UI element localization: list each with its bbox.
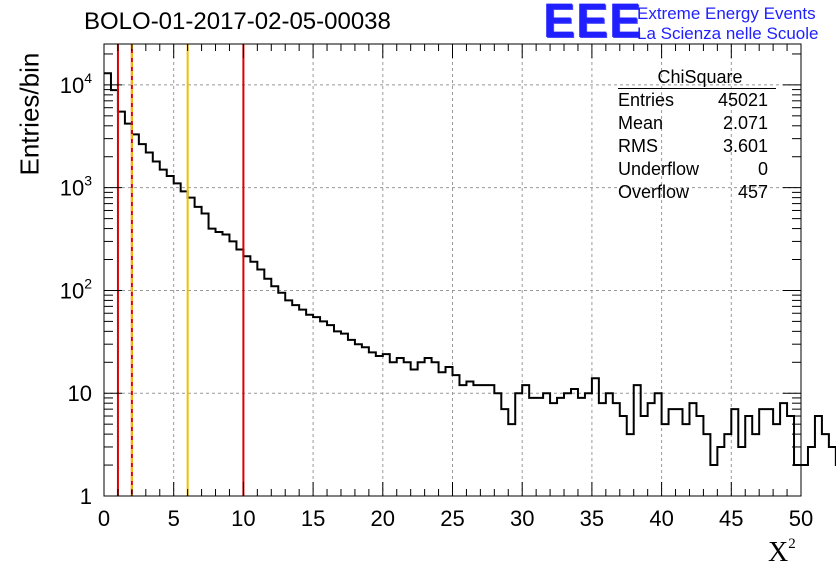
stats-row: Mean 2.071 [610,112,776,135]
x-tick-label: 20 [371,506,395,531]
logo-tagline-1: Extreme Energy Events [637,4,816,23]
y-tick-label: 104 [60,70,92,98]
stats-row: Overflow 457 [610,181,776,204]
stats-label: Overflow [618,182,690,202]
logo-tagline-2: La Scienza nelle Scuole [637,24,819,43]
eee-logo: EEE [543,0,643,48]
stats-value: 0 [757,159,768,179]
x-tick-label: 45 [719,506,743,531]
stats-value: 2.071 [722,113,768,133]
stats-row: Entries 45021 [610,89,776,112]
stats-row: RMS 3.601 [610,135,776,158]
stats-value: 3.601 [722,136,768,156]
cut-lines [116,44,245,496]
y-tick-label: 103 [60,173,92,201]
y-tick-label-base: 10 [60,278,84,303]
x-axis-label-superscript: 2 [788,536,796,552]
y-tick-label-base: 10 [60,73,84,98]
stats-divider [618,88,776,89]
x-axis-label-base: X [768,537,789,568]
histogram-steps [104,72,836,467]
stats-title: ChiSquare [657,67,743,87]
x-tick-label: 0 [98,506,110,531]
y-tick-label-exponent: 2 [84,275,92,291]
axis-ticks [103,44,802,497]
y-tick-label-base: 10 [60,176,84,201]
y-tick-label: 102 [60,275,92,303]
histogram-series [104,72,836,467]
stats-value: 457 [737,182,768,202]
stats-label: RMS [618,136,658,156]
y-tick-label: 1 [80,484,92,509]
x-axis-label: X2 [768,536,796,569]
y-axis-label: Entries/bin [14,52,45,176]
stats-label: Mean [618,113,664,133]
x-tick-label: 50 [789,506,813,531]
x-tick-label: 15 [301,506,325,531]
x-tick-label: 35 [580,506,604,531]
y-tick-label-exponent: 3 [84,173,92,189]
y-tick-label-exponent: 4 [84,70,92,86]
x-tick-label: 30 [510,506,534,531]
x-tick-label: 5 [168,506,180,531]
stats-value: 45021 [717,90,768,110]
x-tick-labels: 0 5 10 15 20 25 30 35 40 45 50 [98,506,813,531]
x-tick-label: 25 [440,506,464,531]
stats-row: Underflow 0 [610,158,776,181]
x-tick-label: 40 [649,506,673,531]
grid-lines [104,44,801,496]
chart-title: BOLO-01-2017-02-05-00038 [84,8,391,35]
stats-label: Underflow [618,159,700,179]
stats-label: Entries [618,90,675,110]
y-tick-label: 10 [68,381,92,406]
stats-box: ChiSquare Entries 45021 Mean 2.071 RMS 3.60… [610,66,776,204]
x-tick-label: 10 [231,506,255,531]
